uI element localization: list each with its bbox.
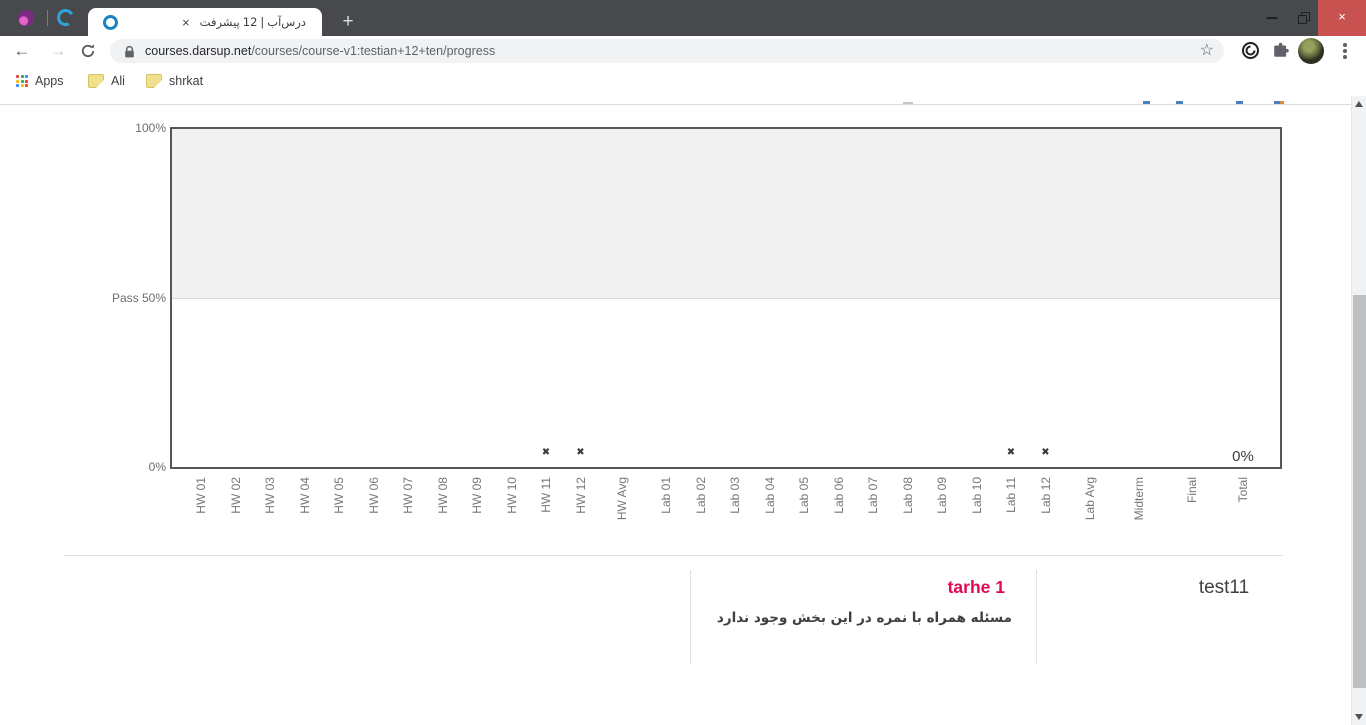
- browser-menu-icon[interactable]: [1343, 43, 1347, 61]
- dotted-separator: [690, 571, 691, 663]
- pass-region-band: [172, 129, 1280, 298]
- scrollbar[interactable]: [1351, 96, 1366, 725]
- bookmark-folder-ali[interactable]: Ali: [88, 66, 125, 96]
- x-axis-label: HW 06: [366, 477, 381, 514]
- score-marker: ✖: [541, 447, 551, 459]
- x-axis-label: HW 03: [263, 477, 277, 514]
- clipped-link-fragment: [1274, 101, 1284, 104]
- extension-swirl-icon[interactable]: [1241, 41, 1260, 60]
- x-axis-label: Lab 05: [797, 477, 811, 514]
- scroll-down-arrow[interactable]: [1354, 714, 1363, 720]
- subsection-title[interactable]: tarhe 1: [947, 577, 1005, 597]
- section-title: test11: [1198, 577, 1250, 598]
- apps-grid-icon: [16, 75, 28, 87]
- score-marker: ✖: [1006, 447, 1016, 459]
- bookmark-label: shrkat: [169, 74, 204, 88]
- tab-title-token: |: [260, 15, 265, 29]
- x-axis-label: Lab 11: [1004, 477, 1018, 513]
- new-tab-button[interactable]: +: [342, 11, 354, 32]
- x-axis-label: Lab 02: [693, 477, 708, 514]
- score-marker: ✖: [1041, 447, 1050, 459]
- x-axis-label: Lab 01: [659, 477, 673, 514]
- dotted-separator: [1036, 571, 1037, 663]
- profile-avatar[interactable]: [1298, 38, 1324, 64]
- url-domain: courses.darsup.net: [145, 44, 252, 58]
- x-axis-label: Lab Avg: [1083, 477, 1097, 521]
- x-axis-label: HW Avg: [615, 477, 629, 521]
- x-axis-label: Lab 04: [762, 477, 777, 514]
- x-axis-label: Lab 07: [866, 477, 880, 514]
- scroll-up-arrow[interactable]: [1354, 101, 1363, 107]
- clipped-text-fragment: [903, 102, 913, 104]
- y-axis-tick-label: 100%: [135, 121, 166, 135]
- tab-title-token: درس‌آب: [267, 15, 306, 29]
- x-axis-label: Total: [1236, 477, 1250, 503]
- browser-toolbar: ← → courses.darsup.net/courses/course-v1…: [0, 36, 1366, 66]
- x-axis-label: HW 12: [573, 477, 588, 514]
- y-axis-tick-label: 0%: [148, 460, 166, 474]
- back-button[interactable]: ←: [13, 41, 31, 60]
- x-axis-label: HW 10: [504, 477, 519, 514]
- scrollbar-thumb[interactable]: [1353, 295, 1366, 688]
- x-axis-label: HW 07: [401, 477, 415, 514]
- minimize-icon: [1266, 17, 1278, 19]
- pinned-tab-purple-icon[interactable]: [18, 10, 34, 26]
- folder-icon: [146, 74, 162, 88]
- x-axis-label: Lab 06: [831, 477, 846, 514]
- tab-title-token: 12: [242, 15, 258, 29]
- address-bar[interactable]: courses.darsup.net/courses/course-v1:tes…: [110, 39, 1224, 63]
- content-top-divider: [0, 104, 1351, 105]
- x-axis-label: HW 02: [228, 477, 243, 514]
- chart-plot-area: [170, 127, 1282, 469]
- x-axis-label: HW 01: [194, 477, 208, 514]
- x-axis-label: Lab 08: [900, 477, 915, 514]
- bookmark-label: Ali: [111, 74, 125, 88]
- total-score-label: 0%: [1232, 448, 1254, 465]
- subsection-note: مسئله همراه با نمره در این بخش وجود ندار…: [716, 610, 1012, 626]
- apps-shortcut[interactable]: Apps: [16, 66, 64, 96]
- x-axis-label: HW 11: [539, 477, 553, 513]
- x-axis-label: Midterm: [1132, 477, 1146, 521]
- x-axis-label: HW 08: [435, 477, 450, 514]
- active-tab[interactable]: × پیشرفت 12 | درس‌آب: [88, 8, 322, 36]
- bookmarks-bar: Apps Ali shrkat: [0, 66, 1366, 96]
- x-axis-label: HW 05: [332, 477, 346, 514]
- score-marker: ✖: [576, 447, 585, 459]
- forward-button[interactable]: →: [49, 41, 67, 60]
- pinned-tab-blue-c-icon[interactable]: [54, 6, 77, 29]
- folder-icon: [88, 74, 104, 88]
- bookmark-star-icon[interactable]: ☆: [1199, 42, 1214, 59]
- pass-line: [172, 298, 1280, 299]
- close-button[interactable]: ×: [1318, 0, 1366, 36]
- extensions-puzzle-icon[interactable]: [1272, 42, 1289, 59]
- reload-button[interactable]: [80, 43, 96, 59]
- tab-title-token: پیشرفت: [199, 15, 240, 29]
- bookmark-folder-shrkat[interactable]: shrkat: [146, 66, 203, 96]
- tab-separator: [47, 10, 48, 26]
- restore-button[interactable]: [1284, 0, 1322, 36]
- x-axis-label: Lab 09: [935, 477, 949, 514]
- minimize-button[interactable]: [1252, 0, 1292, 36]
- clipped-link-fragment: [1176, 101, 1183, 104]
- site-favicon-icon: [103, 14, 118, 30]
- apps-label: Apps: [35, 74, 64, 88]
- url-path: /courses/course-v1:testian+12+ten/progre…: [251, 44, 496, 58]
- x-axis-label: Lab 12: [1038, 477, 1053, 514]
- x-axis-label: Lab 03: [728, 477, 742, 514]
- x-axis-label: Final: [1185, 477, 1199, 504]
- section-divider: [64, 555, 1283, 556]
- y-axis-tick-label: Pass 50%: [111, 291, 166, 305]
- tab-close-icon[interactable]: ×: [182, 14, 190, 30]
- lock-icon[interactable]: [124, 45, 135, 59]
- x-axis-label: Lab 10: [969, 477, 984, 514]
- clipped-link-fragment: [1236, 101, 1243, 104]
- x-axis-label: HW 09: [470, 477, 484, 514]
- x-axis-label: HW 04: [297, 477, 312, 514]
- window-title-bar: × پیشرفت 12 | درس‌آب + ×: [0, 0, 1366, 36]
- restore-icon: [1298, 15, 1307, 24]
- clipped-link-fragment: [1143, 101, 1150, 104]
